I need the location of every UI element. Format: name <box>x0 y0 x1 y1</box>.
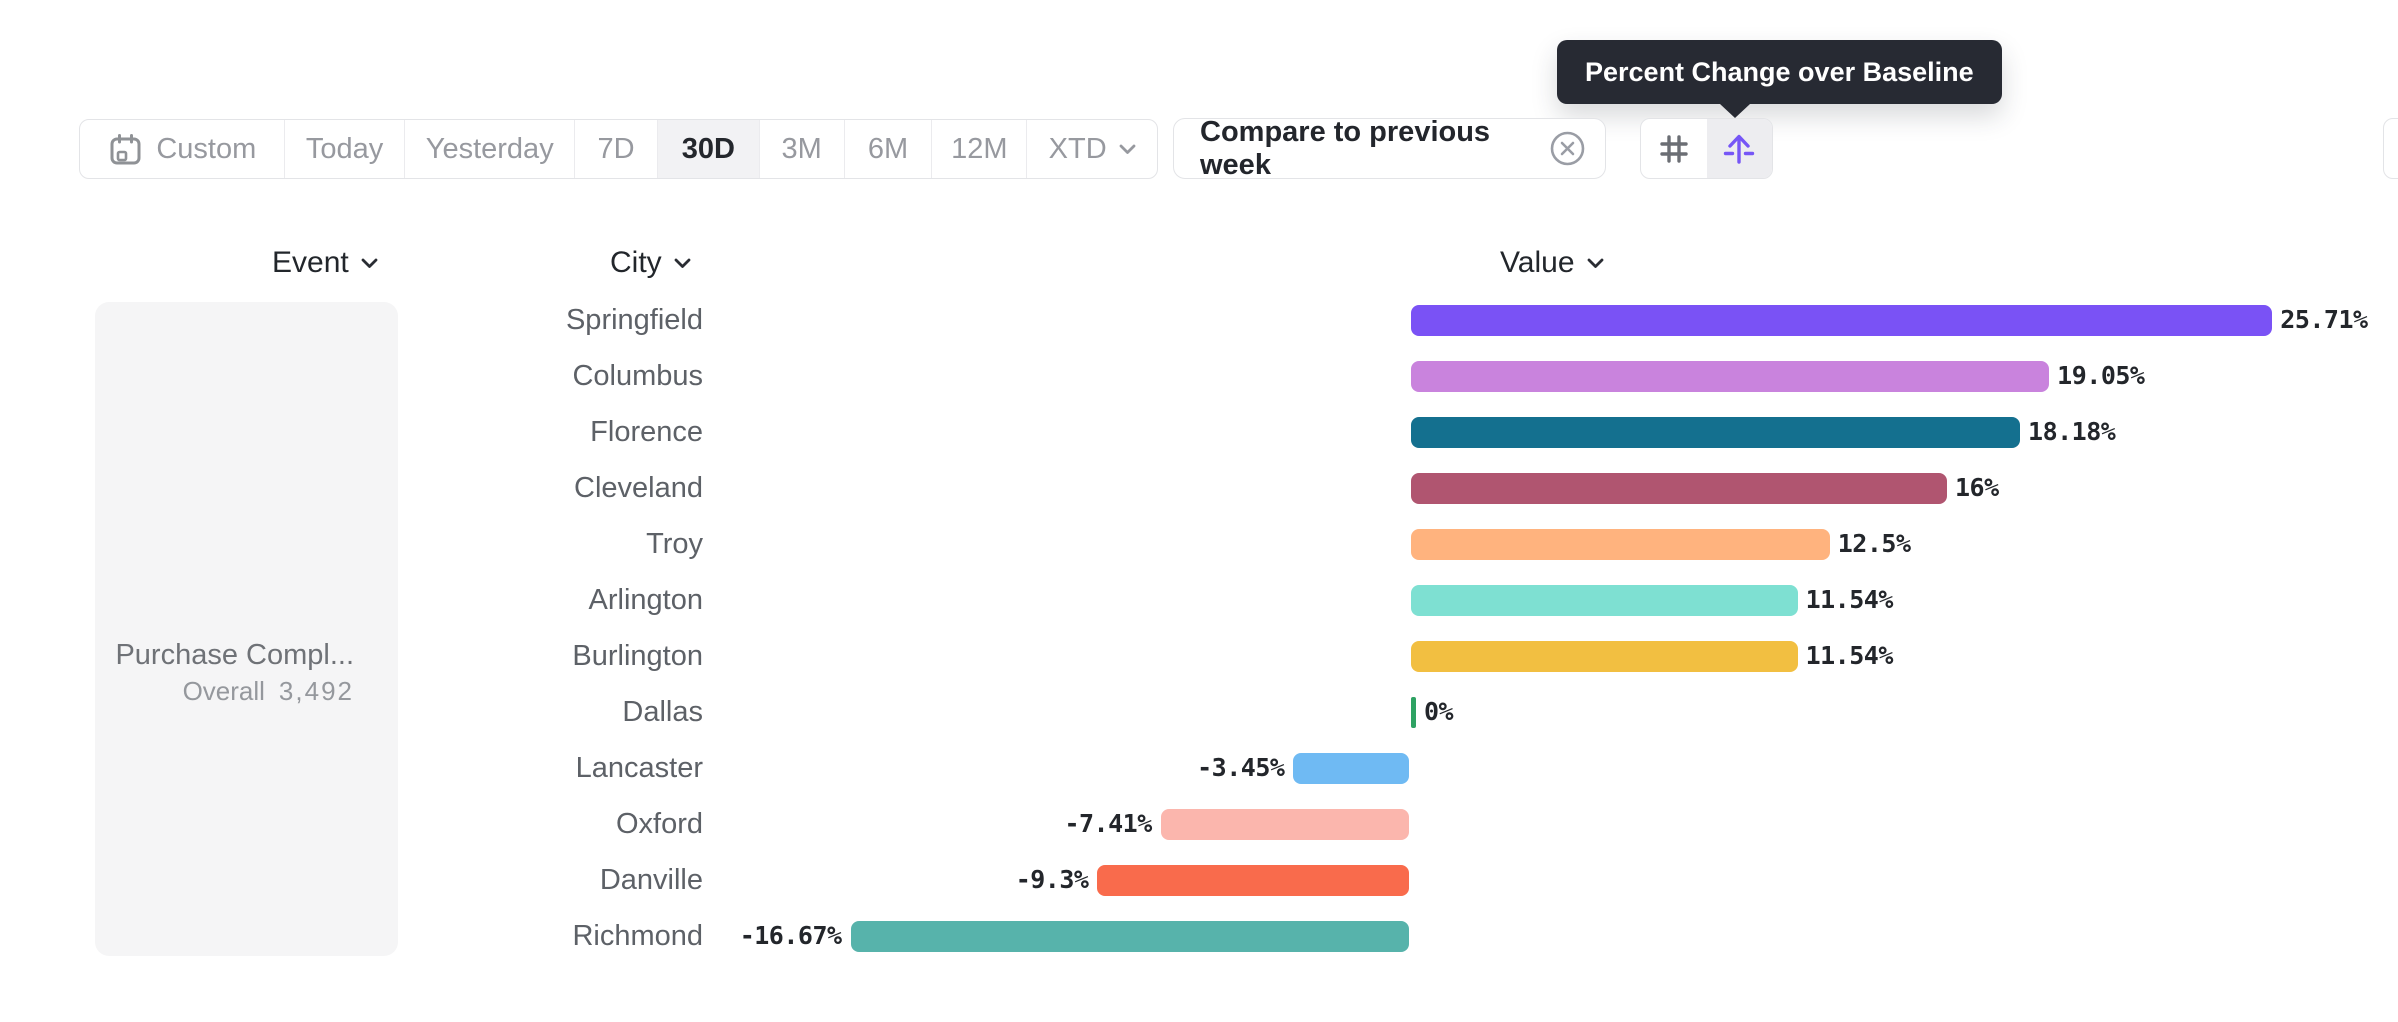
bar-richmond[interactable] <box>850 920 1409 952</box>
date-range-label: 30D <box>681 132 735 165</box>
date-range-12m[interactable]: 12M <box>932 120 1028 178</box>
chevron-down-icon <box>1587 258 1604 269</box>
value-label-florence: 18.18% <box>2028 417 2116 446</box>
value-label-danville: -9.3% <box>1015 865 1089 894</box>
bar-florence[interactable] <box>1411 416 2021 448</box>
date-range-label: Yesterday <box>425 132 554 165</box>
compare-chip[interactable]: Compare to previous week <box>1173 115 1606 181</box>
date-range-label: 7D <box>597 132 635 165</box>
city-label-burlington: Burlington <box>572 640 703 672</box>
tooltip-caret <box>1720 104 1750 118</box>
bar-dallas[interactable] <box>1411 696 1416 728</box>
date-range-6m[interactable]: 6M <box>845 120 933 178</box>
date-range-custom[interactable]: Custom <box>80 120 285 178</box>
city-label-troy: Troy <box>646 528 703 560</box>
value-label-burlington: 11.54% <box>1805 641 1894 670</box>
city-label-arlington: Arlington <box>588 584 703 616</box>
event-overall-label: Overall <box>182 676 265 706</box>
value-label-richmond: -16.67% <box>739 921 842 950</box>
column-header-city-label: City <box>610 246 662 279</box>
date-range-label: Custom <box>156 132 257 165</box>
grid-hash-icon <box>1655 130 1693 168</box>
bar-springfield[interactable] <box>1411 304 2273 336</box>
bar-troy[interactable] <box>1411 528 1830 560</box>
date-range-30d[interactable]: 30D <box>657 120 760 178</box>
value-label-springfield: 25.71% <box>2280 305 2368 334</box>
date-range-label: 12M <box>951 132 1008 165</box>
value-label-lancaster: -3.45% <box>1197 753 1285 782</box>
date-range-segmented-control: Custom Today Yesterday 7D 30D 3M 6M 12M XTD <box>79 119 1158 179</box>
tooltip-text: Percent Change over Baseline <box>1585 56 1974 87</box>
event-overall-value: 3,492 <box>278 676 354 706</box>
baseline-arrow-icon <box>1720 130 1758 168</box>
date-range-7d[interactable]: 7D <box>575 120 658 178</box>
chart-view-toggle-group <box>1640 118 1773 179</box>
baseline-change-view-button[interactable] <box>1706 119 1772 178</box>
city-label-dallas: Dallas <box>622 696 703 728</box>
x-circle-icon[interactable] <box>1550 131 1585 166</box>
date-range-xtd[interactable]: XTD <box>1027 120 1157 178</box>
bar-arlington[interactable] <box>1411 584 1798 616</box>
event-name: Purchase Compl... <box>115 639 354 671</box>
bar-oxford[interactable] <box>1160 808 1409 840</box>
chevron-down-icon <box>674 258 691 269</box>
tooltip-percent-change-over-baseline: Percent Change over Baseline <box>1557 40 2002 118</box>
bar-cleveland[interactable] <box>1411 472 1947 504</box>
calendar-icon <box>107 131 144 168</box>
column-header-value[interactable]: Value <box>1500 246 1604 280</box>
date-range-yesterday[interactable]: Yesterday <box>405 120 576 178</box>
bar-lancaster[interactable] <box>1293 752 1409 784</box>
value-label-oxford: -7.41% <box>1064 809 1152 838</box>
city-label-cleveland: Cleveland <box>574 472 703 504</box>
date-range-3m[interactable]: 3M <box>760 120 845 178</box>
value-label-columbus: 19.05% <box>2057 361 2145 390</box>
event-overall: Overall 3,492 <box>95 676 354 706</box>
value-label-arlington: 11.54% <box>1805 585 1894 614</box>
bar-danville[interactable] <box>1097 864 1409 896</box>
event-panel[interactable]: Purchase Compl... Overall 3,492 <box>95 302 398 956</box>
compare-chip-label: Compare to previous week <box>1200 115 1491 181</box>
date-range-today[interactable]: Today <box>285 120 406 178</box>
city-label-springfield: Springfield <box>565 304 703 336</box>
date-range-label: 6M <box>867 132 909 165</box>
city-label-danville: Danville <box>599 864 703 896</box>
chevron-down-icon <box>361 258 378 269</box>
column-header-city[interactable]: City <box>610 246 691 280</box>
date-range-label: 3M <box>781 132 822 165</box>
bar-columbus[interactable] <box>1411 360 2050 392</box>
date-range-label: Today <box>305 132 384 165</box>
city-label-florence: Florence <box>590 416 703 448</box>
value-label-troy: 12.5% <box>1837 529 1911 558</box>
grid-view-button[interactable] <box>1641 119 1707 178</box>
city-label-lancaster: Lancaster <box>575 752 703 784</box>
value-label-cleveland: 16% <box>1955 473 1999 502</box>
column-header-event-label: Event <box>272 246 349 279</box>
clipped-toolbar-button[interactable] <box>2383 118 2398 179</box>
city-label-oxford: Oxford <box>615 808 703 840</box>
city-label-columbus: Columbus <box>572 360 703 392</box>
date-range-label: XTD <box>1048 132 1107 165</box>
chevron-down-icon <box>1119 144 1136 155</box>
column-header-event[interactable]: Event <box>272 246 378 280</box>
city-label-richmond: Richmond <box>572 920 703 952</box>
bar-burlington[interactable] <box>1411 640 1798 672</box>
column-header-value-label: Value <box>1500 246 1575 279</box>
value-label-dallas: 0% <box>1424 697 1454 726</box>
